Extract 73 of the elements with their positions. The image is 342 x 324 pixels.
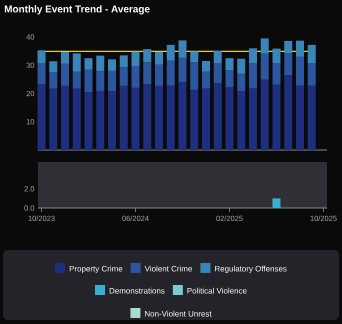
bar <box>248 62 257 88</box>
bar <box>72 71 81 89</box>
bar <box>84 58 93 70</box>
bar <box>178 82 186 150</box>
bar <box>166 44 175 61</box>
bar <box>296 56 304 86</box>
bar <box>272 63 280 85</box>
bar <box>120 55 128 68</box>
bar <box>237 58 246 74</box>
bar <box>143 84 152 150</box>
bar <box>49 88 58 150</box>
bar <box>38 50 46 63</box>
bar <box>132 88 140 150</box>
bar <box>272 84 280 150</box>
bar <box>284 75 292 150</box>
bar <box>84 92 93 150</box>
bar <box>49 61 58 72</box>
chart-title: Monthly Event Trend - Average <box>4 5 150 15</box>
bar <box>108 90 116 150</box>
bar <box>155 52 164 65</box>
bar <box>61 52 70 64</box>
bar <box>214 62 222 84</box>
bar <box>296 40 304 56</box>
bar <box>96 56 104 72</box>
bar <box>284 53 292 76</box>
bar <box>72 88 81 150</box>
bar <box>143 62 152 84</box>
bar <box>96 71 104 91</box>
bar <box>202 61 210 72</box>
bar <box>108 59 116 71</box>
bar <box>132 66 140 88</box>
bar <box>308 44 316 63</box>
bar <box>272 48 280 64</box>
bar <box>166 60 175 86</box>
bar <box>96 90 104 150</box>
bar <box>61 64 70 86</box>
bar <box>214 83 222 150</box>
bar <box>72 53 81 72</box>
bar <box>38 62 46 84</box>
bar <box>202 88 210 150</box>
bar <box>237 74 246 91</box>
bar <box>284 40 292 54</box>
bar <box>166 86 175 150</box>
bar <box>214 50 222 63</box>
bar <box>260 80 269 150</box>
bar <box>143 49 152 62</box>
bar <box>38 84 46 150</box>
bar <box>178 58 186 82</box>
bar <box>120 86 128 150</box>
bar <box>237 90 246 150</box>
bar <box>120 67 128 86</box>
bar <box>155 86 164 150</box>
bar <box>260 38 269 54</box>
bar <box>108 70 116 91</box>
bar <box>190 62 198 90</box>
bar <box>225 70 234 88</box>
bar <box>296 86 304 150</box>
bar <box>308 86 316 150</box>
bar <box>155 64 164 86</box>
bar <box>190 51 198 62</box>
bar <box>178 40 186 58</box>
bar <box>248 48 257 63</box>
bar <box>202 72 210 88</box>
bar <box>248 88 257 150</box>
bar <box>225 87 234 150</box>
bar <box>225 58 234 70</box>
bar <box>260 54 269 80</box>
bar <box>132 52 140 66</box>
bar <box>61 86 70 150</box>
bar <box>190 90 198 150</box>
bar <box>49 72 58 89</box>
bar <box>308 62 316 86</box>
bar <box>84 70 93 92</box>
